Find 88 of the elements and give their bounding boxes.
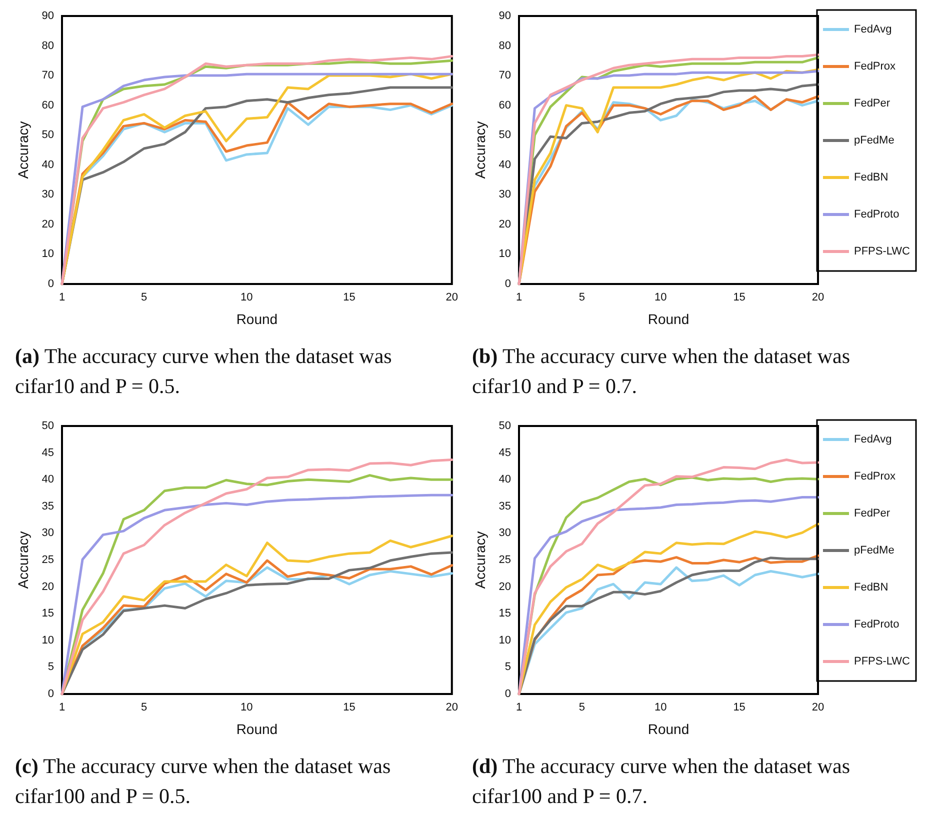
x-tick-label: 1 [516, 702, 522, 714]
y-tick-label: 0 [48, 688, 54, 700]
y-tick-label: 90 [498, 10, 511, 22]
y-tick-label: 25 [498, 554, 511, 566]
y-tick-label: 50 [42, 129, 54, 142]
legend-label: pFedMe [854, 134, 894, 146]
x-tick-label: 15 [343, 292, 356, 304]
y-tick-label: 30 [498, 188, 511, 201]
legend-label: FedBN [854, 582, 888, 594]
y-axis-title: Accuracy [472, 121, 488, 179]
y-tick-label: 30 [498, 527, 511, 540]
x-axis-title: Round [648, 721, 690, 737]
legend-label: FedProx [854, 470, 896, 482]
legend-label: FedProx [854, 60, 896, 72]
x-tick-label: 1 [516, 292, 522, 304]
text: (a) The accuracy curve when the dataset was cifar10 and P = 0.5. [15, 344, 398, 398]
y-tick-label: 70 [498, 70, 511, 82]
x-tick-label: 1 [58, 292, 66, 304]
legend-label: PFPS-LWC [854, 246, 910, 258]
y-tick-label: 0 [504, 278, 511, 290]
y-tick-label: 60 [42, 99, 54, 112]
legend-label: pFedMe [854, 544, 894, 556]
x-tick-label: 5 [578, 292, 586, 304]
legend-label: FedBN [854, 172, 888, 184]
x-tick-label: 10 [240, 702, 253, 714]
x-tick-label: 20 [446, 702, 458, 714]
y-tick-label: 10 [42, 634, 54, 646]
y-tick-label: 25 [42, 554, 54, 566]
x-axis-title: Round [236, 311, 278, 327]
x-tick-label: 15 [733, 292, 746, 304]
y-tick-label: 40 [498, 474, 511, 486]
y-tick-label: 30 [42, 188, 54, 201]
x-tick-label: 20 [446, 292, 458, 304]
y-tick-label: 40 [42, 474, 54, 486]
x-tick-label: 5 [141, 292, 148, 304]
x-tick-label: 5 [578, 702, 586, 714]
y-axis-title: Accuracy [472, 531, 488, 589]
x-tick-label: 10 [240, 292, 253, 304]
x-tick-label: 20 [812, 702, 824, 714]
y-tick-label: 15 [42, 608, 54, 620]
y-tick-label: 10 [498, 634, 511, 646]
legend-label: FedAvg [854, 434, 892, 446]
legend-label: FedPer [854, 508, 890, 520]
y-tick-label: 0 [48, 278, 54, 290]
x-axis-title: Round [648, 311, 690, 327]
x-axis-title: Round [236, 721, 278, 737]
legend-label: FedProto [854, 618, 900, 630]
x-tick-label: 15 [733, 702, 746, 714]
y-tick-label: 70 [42, 70, 54, 82]
y-tick-label: 30 [42, 527, 54, 540]
y-tick-label: 90 [42, 10, 54, 22]
x-tick-label: 10 [654, 292, 667, 304]
y-tick-label: 10 [498, 248, 511, 260]
y-tick-label: 50 [42, 420, 54, 432]
y-tick-label: 20 [498, 218, 511, 230]
text: (d) The accuracy curve when the dataset was cifar100 and P = 0.7. [472, 754, 856, 808]
y-tick-label: 15 [498, 608, 511, 620]
x-tick-label: 10 [654, 702, 667, 714]
y-axis-title: Accuracy [15, 531, 31, 589]
y-tick-label: 20 [498, 580, 511, 593]
x-tick-label: 15 [343, 702, 356, 714]
y-tick-label: 0 [504, 688, 511, 700]
y-tick-label: 80 [42, 40, 54, 52]
text: (b) The accuracy curve when the dataset was cifar10 and P = 0.7. [472, 344, 856, 398]
x-tick-label: 1 [58, 702, 66, 714]
y-tick-label: 5 [504, 661, 511, 674]
legend-label: FedPer [854, 98, 890, 110]
text: (c) The accuracy curve when the dataset was cifar100 and P = 0.5. [15, 754, 396, 808]
legend-label: PFPS-LWC [854, 656, 910, 668]
y-tick-label: 50 [498, 129, 511, 142]
y-tick-label: 45 [42, 446, 54, 459]
legend-label: FedAvg [854, 24, 892, 36]
x-tick-label: 5 [141, 702, 148, 714]
y-tick-label: 45 [498, 446, 511, 459]
y-tick-label: 35 [498, 500, 511, 512]
legend-label: FedProto [854, 208, 900, 220]
y-tick-label: 35 [42, 500, 54, 512]
x-tick-label: 20 [812, 292, 824, 304]
y-tick-label: 20 [42, 218, 54, 230]
y-tick-label: 40 [42, 158, 54, 171]
y-tick-label: 50 [498, 420, 511, 432]
y-tick-label: 80 [498, 40, 511, 52]
y-tick-label: 40 [498, 158, 511, 171]
y-tick-label: 60 [498, 99, 511, 112]
y-axis-title: Accuracy [15, 121, 31, 179]
y-tick-label: 10 [42, 248, 54, 260]
y-tick-label: 5 [48, 661, 54, 674]
y-tick-label: 20 [42, 580, 54, 593]
